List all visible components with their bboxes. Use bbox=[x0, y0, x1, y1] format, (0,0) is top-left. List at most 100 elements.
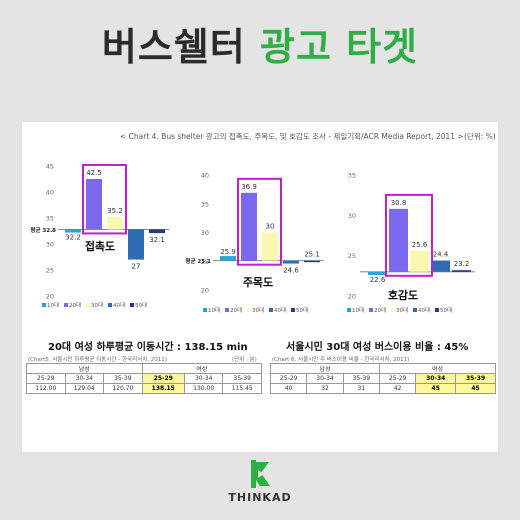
data-label: 25.6 bbox=[412, 241, 428, 249]
table2: 남성 여성 25-29 30-34 35-39 25-29 30-34 35-3… bbox=[269, 363, 497, 394]
table2-title: 서울시민 30대 여성 버스이용 비율 : 45% bbox=[286, 342, 469, 353]
table2-age: 25-29 bbox=[378, 373, 417, 384]
legend-label: 20대 bbox=[69, 301, 81, 309]
thinkad-logo-icon bbox=[251, 460, 270, 488]
legend-label: 30대 bbox=[396, 306, 408, 314]
legend-label: 50대 bbox=[296, 306, 308, 314]
data-label: 35.2 bbox=[107, 207, 123, 215]
table2-value: 31 bbox=[342, 383, 380, 394]
data-label: 27 bbox=[132, 263, 141, 271]
legend-swatch bbox=[225, 308, 229, 312]
y-tick-label: 45 bbox=[46, 163, 54, 171]
data-label: 32.2 bbox=[65, 233, 81, 241]
legend-swatch bbox=[435, 308, 439, 312]
table2-value: 45 bbox=[415, 383, 457, 394]
legend-swatch bbox=[247, 308, 251, 312]
table2-age: 30-34 bbox=[306, 373, 344, 384]
legend-swatch bbox=[413, 308, 417, 312]
data-label: 32.1 bbox=[149, 236, 165, 244]
y-tick-label: 25 bbox=[201, 258, 209, 266]
table2-age: 35-39 bbox=[455, 373, 496, 384]
chart-title: 주목도 bbox=[243, 276, 273, 289]
title-part-2: 광고 타겟 bbox=[260, 25, 419, 69]
table2-age: 25-29 bbox=[269, 373, 308, 384]
average-label: 평균 25.1 bbox=[185, 257, 211, 265]
y-tick-label: 35 bbox=[201, 200, 209, 208]
bar-20대 bbox=[389, 208, 408, 272]
highlight-box bbox=[237, 177, 282, 266]
legend-label: 20대 bbox=[374, 306, 386, 314]
legend-swatch bbox=[42, 303, 46, 307]
table2-value: 32 bbox=[306, 383, 344, 394]
table2-group-male: 남성 bbox=[270, 363, 380, 374]
legend-label: 20대 bbox=[230, 306, 242, 314]
highlight-box bbox=[82, 164, 127, 235]
table1-value: 138.15 bbox=[141, 383, 185, 394]
table1-value: 120.70 bbox=[103, 383, 143, 394]
y-tick-label: 25 bbox=[46, 267, 54, 275]
title-part-1: 버스쉘터 bbox=[101, 25, 246, 69]
table1-unit: (단위 : 분) bbox=[232, 357, 257, 363]
bar-20대 bbox=[86, 179, 102, 230]
bar-10대 bbox=[368, 271, 387, 276]
y-tick-label: 35 bbox=[46, 215, 54, 223]
legend-swatch bbox=[291, 308, 295, 312]
y-tick-label: 40 bbox=[46, 189, 54, 197]
table1-age: 35-39 bbox=[103, 373, 143, 384]
bar-50대 bbox=[304, 260, 320, 263]
data-label: 24.4 bbox=[433, 251, 449, 259]
legend-label: 10대 bbox=[208, 306, 220, 314]
table1-age: 30-34 bbox=[64, 373, 105, 384]
chart4-caption: < Chart 4. Bus shelter 광고의 접촉도, 주목도, 및 호… bbox=[120, 132, 464, 141]
legend-label: 30대 bbox=[91, 301, 103, 309]
data-label: 23.2 bbox=[454, 260, 470, 268]
bar-10대 bbox=[65, 229, 81, 233]
y-tick-label: 20 bbox=[201, 287, 209, 295]
table2-caption: (Chart 6. 서울시민 주 버스이용 비율 - 한국리서치, 2011) bbox=[272, 357, 410, 363]
data-label: 22.6 bbox=[370, 276, 386, 284]
table2-group-female: 여성 bbox=[378, 363, 497, 374]
table2-age: 35-39 bbox=[342, 373, 380, 384]
table2-value: 40 bbox=[269, 383, 308, 394]
y-tick-label: 30 bbox=[46, 241, 54, 249]
data-label: 24.6 bbox=[283, 267, 299, 275]
page-title: 버스쉘터 광고 타겟 bbox=[0, 16, 520, 71]
legend-swatch bbox=[269, 308, 273, 312]
table2-value: 42 bbox=[378, 383, 417, 394]
legend-swatch bbox=[86, 303, 90, 307]
legend-swatch bbox=[64, 303, 68, 307]
bar-40대 bbox=[431, 260, 450, 272]
bar-10대 bbox=[220, 256, 236, 261]
data-label: 30 bbox=[266, 223, 275, 231]
bar-30대 bbox=[410, 250, 429, 272]
legend-swatch bbox=[203, 308, 207, 312]
legend-swatch bbox=[347, 308, 351, 312]
legend-swatch bbox=[130, 303, 134, 307]
legend-label: 40대 bbox=[274, 306, 286, 314]
data-label: 36.9 bbox=[241, 183, 257, 191]
data-label: 25.1 bbox=[304, 251, 320, 259]
bar-40대 bbox=[283, 260, 299, 264]
legend-label: 10대 bbox=[47, 301, 59, 309]
table1-value: 115.45 bbox=[222, 383, 262, 394]
highlight-box bbox=[385, 193, 433, 277]
brand-name: THINKAD bbox=[228, 491, 292, 504]
table1-value: 129.04 bbox=[64, 383, 105, 394]
bar-20대 bbox=[241, 192, 257, 261]
bar-charts: 20 25 30 35 40 45 32.2 42.5 35.2 27 32.1 평균 32.8 접촉도… bbox=[30, 163, 475, 314]
y-tick-label: 30 bbox=[348, 212, 356, 220]
legend-swatch bbox=[369, 308, 373, 312]
chart-title: 호감도 bbox=[388, 288, 418, 302]
table1-group-male: 남성 bbox=[26, 363, 143, 374]
table2-value: 45 bbox=[455, 383, 496, 394]
legend-label: 40대 bbox=[418, 306, 430, 314]
chart-title: 접촉도 bbox=[85, 239, 115, 253]
data-label: 42.5 bbox=[86, 169, 102, 177]
legend-label: 30대 bbox=[252, 306, 264, 314]
y-tick-label: 40 bbox=[201, 172, 209, 180]
table1-value: 112.00 bbox=[26, 383, 66, 394]
bar-40대 bbox=[128, 229, 144, 260]
average-label: 평균 32.8 bbox=[30, 226, 56, 234]
bar-50대 bbox=[149, 229, 165, 234]
table2-age: 30-34 bbox=[415, 373, 457, 384]
